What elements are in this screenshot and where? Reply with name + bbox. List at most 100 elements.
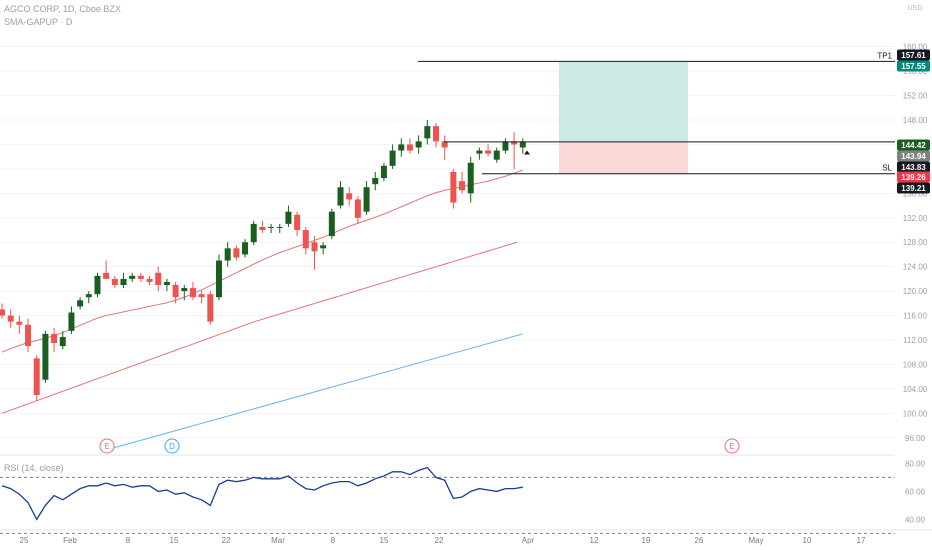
currency-label[interactable]: USD	[908, 5, 923, 12]
candle	[467, 156, 474, 203]
sma-short-line	[1, 169, 523, 353]
symbol-title[interactable]: AGCO CORP, 1D, Cboe BZX	[4, 4, 121, 14]
candle-body	[42, 333, 49, 380]
candle	[16, 315, 23, 334]
candle	[268, 223, 275, 234]
candle	[363, 181, 370, 215]
candle-body	[398, 144, 405, 151]
price-axis[interactable]: 160.00156.00152.00148.00144.00140.00136.…	[903, 5, 928, 524]
price-tick-label: 132.00	[903, 214, 928, 223]
candle-body	[59, 336, 66, 347]
mid-badge-text: 143.83	[901, 163, 926, 172]
candle-body	[424, 126, 431, 139]
candle	[424, 120, 431, 145]
price-tick-label: 104.00	[903, 385, 928, 394]
time-tick-label[interactable]: 15	[380, 536, 389, 545]
price-tick-label: 160.00	[903, 43, 928, 52]
candle	[77, 297, 84, 310]
candle-body	[276, 226, 283, 228]
rsi-panel	[0, 454, 895, 534]
price-tick-label: 124.00	[903, 263, 928, 272]
candle-body	[250, 223, 257, 243]
candle-body	[433, 126, 439, 142]
candle-body	[294, 214, 301, 230]
candle	[189, 281, 196, 301]
candle	[276, 223, 283, 234]
candles	[0, 120, 526, 402]
price-tick-label: 148.00	[903, 116, 928, 125]
time-axis[interactable]: 25 Feb 8 15 22 Mar 8 15 22 Apr 12 19 26 May 10 17	[0, 529, 932, 545]
candle-body	[120, 278, 127, 285]
candle-body	[476, 150, 483, 154]
sl-label[interactable]: SL	[882, 164, 892, 173]
tp1-label[interactable]: TP1	[877, 51, 892, 60]
price-tick-label: 108.00	[903, 360, 928, 369]
time-tick-label[interactable]: 22	[222, 536, 231, 545]
candle	[354, 196, 361, 224]
candle-body	[268, 226, 275, 228]
candle-body	[337, 187, 344, 206]
price-tick-label: 120.00	[903, 287, 928, 296]
candle	[33, 355, 40, 402]
candle-body	[189, 288, 196, 298]
candle-body	[380, 165, 387, 179]
entry-badge-bg	[897, 139, 930, 151]
time-tick-label[interactable]: 8	[126, 536, 131, 545]
candle	[94, 272, 101, 298]
candle	[68, 306, 75, 334]
candle-body	[346, 193, 353, 200]
time-tick-label[interactable]: 8	[331, 536, 336, 545]
time-tick-label[interactable]: 15	[170, 536, 179, 545]
candle-body	[129, 275, 136, 279]
time-tick-label[interactable]: May	[748, 536, 763, 545]
candle-body	[467, 162, 474, 194]
time-tick-label[interactable]: 17	[857, 536, 866, 545]
time-tick-label[interactable]: Mar	[271, 536, 285, 545]
candle-body	[285, 211, 292, 224]
candle-body	[163, 281, 170, 285]
candle-body	[181, 288, 188, 292]
candle	[320, 242, 327, 255]
candle	[163, 278, 170, 292]
candle	[485, 144, 492, 157]
candle-body	[103, 272, 110, 279]
time-tick-label[interactable]: 10	[803, 536, 812, 545]
sma-long-line	[106, 333, 523, 451]
dividend-marker[interactable]: D	[164, 438, 180, 454]
time-tick-label[interactable]: Apr	[522, 536, 535, 545]
indicator-title[interactable]: SMA-GAPUP · D	[4, 17, 73, 27]
rsi-title[interactable]: RSI (14, close)	[4, 463, 64, 473]
time-tick-label[interactable]: 12	[590, 536, 599, 545]
target-badge-text: 157.55	[901, 62, 926, 71]
candle	[476, 147, 483, 160]
moving-averages	[1, 169, 523, 451]
price-tick-label: 112.00	[903, 336, 927, 345]
candle-body	[320, 245, 327, 249]
stop-badge: 139.26	[897, 171, 930, 183]
grid	[0, 46, 895, 439]
time-tick-label[interactable]: 25	[20, 536, 29, 545]
candle	[328, 208, 335, 240]
candle-body	[459, 181, 466, 191]
earnings-marker[interactable]: E	[99, 438, 115, 454]
time-tick-label[interactable]: 22	[435, 536, 444, 545]
candle	[0, 303, 5, 319]
candle-body	[207, 294, 214, 322]
time-tick-label[interactable]: Feb	[63, 536, 77, 545]
candle-body	[146, 278, 153, 282]
mid-badge: 143.83	[897, 161, 930, 173]
time-tick-label[interactable]: 26	[695, 536, 704, 545]
candle	[111, 275, 118, 289]
candle-body	[51, 333, 58, 344]
time-tick-label[interactable]: 19	[642, 536, 651, 545]
level-lines[interactable]: TP1 SL	[418, 51, 895, 175]
candle-body	[242, 242, 249, 255]
candle	[146, 275, 153, 285]
candle	[207, 291, 214, 325]
candle-body	[224, 248, 231, 261]
earnings-marker-upcoming[interactable]: E	[724, 438, 740, 454]
candle-body	[33, 358, 40, 395]
